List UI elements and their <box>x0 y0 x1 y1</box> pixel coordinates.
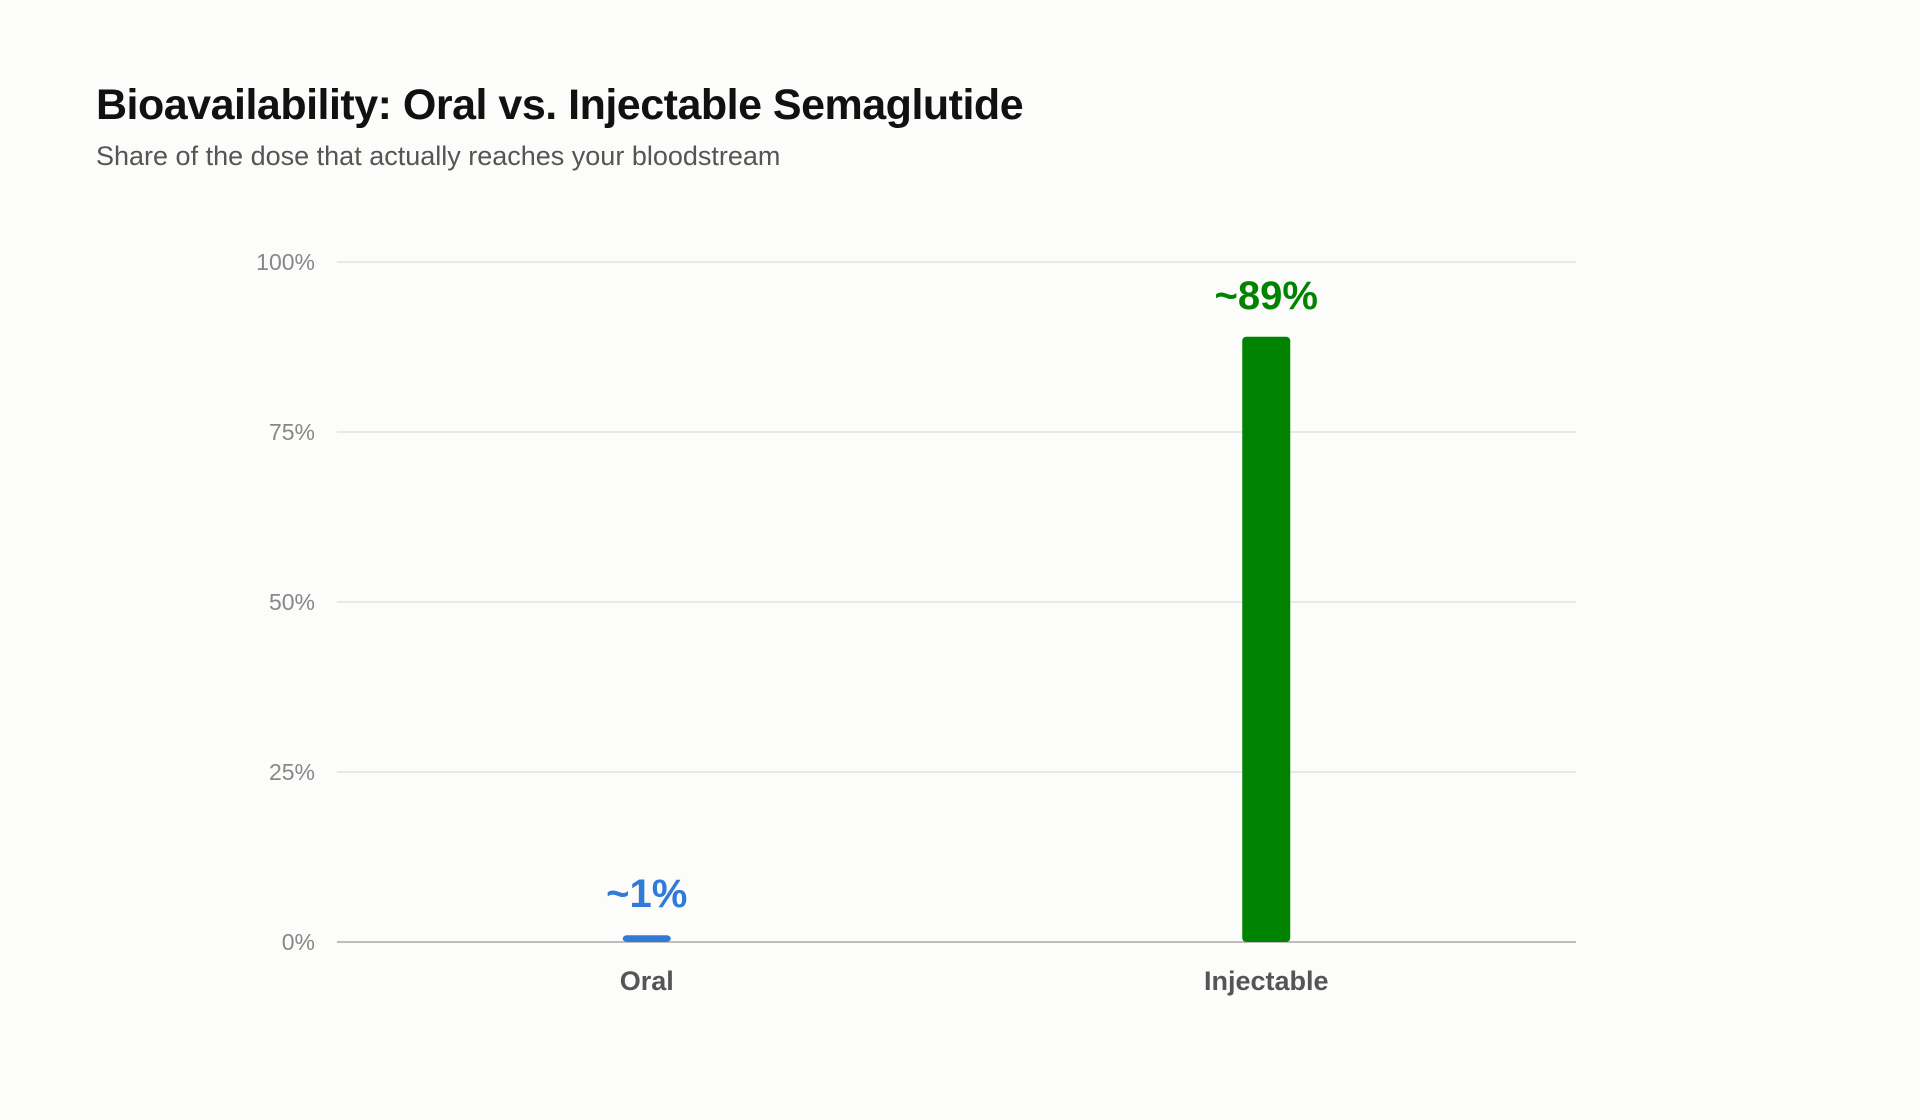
bar-injectable <box>1242 336 1291 942</box>
data-labels: ~1% ~89% <box>606 274 1318 916</box>
bar-oral <box>622 935 671 942</box>
chart-subtitle: Share of the dose that actually reaches … <box>96 141 781 171</box>
x-axis-categories: Oral Injectable <box>620 966 1329 996</box>
y-tick-label: 25% <box>269 759 315 785</box>
category-label-oral: Oral <box>620 966 674 996</box>
bars <box>622 336 1291 942</box>
y-tick-label: 100% <box>256 249 315 275</box>
y-tick-label: 0% <box>282 929 315 955</box>
category-label-injectable: Injectable <box>1204 966 1329 996</box>
data-label-oral: ~1% <box>606 872 687 916</box>
y-tick-label: 50% <box>269 589 315 615</box>
gridlines <box>337 261 1576 943</box>
chart-header: Bioavailability: Oral vs. Injectable Sem… <box>96 78 1024 174</box>
y-tick-label: 75% <box>269 419 315 445</box>
y-axis-ticks: 0% 25% 50% 75% 100% <box>256 249 315 955</box>
data-label-injectable: ~89% <box>1215 274 1318 318</box>
chart-title: Bioavailability: Oral vs. Injectable Sem… <box>96 81 1024 129</box>
